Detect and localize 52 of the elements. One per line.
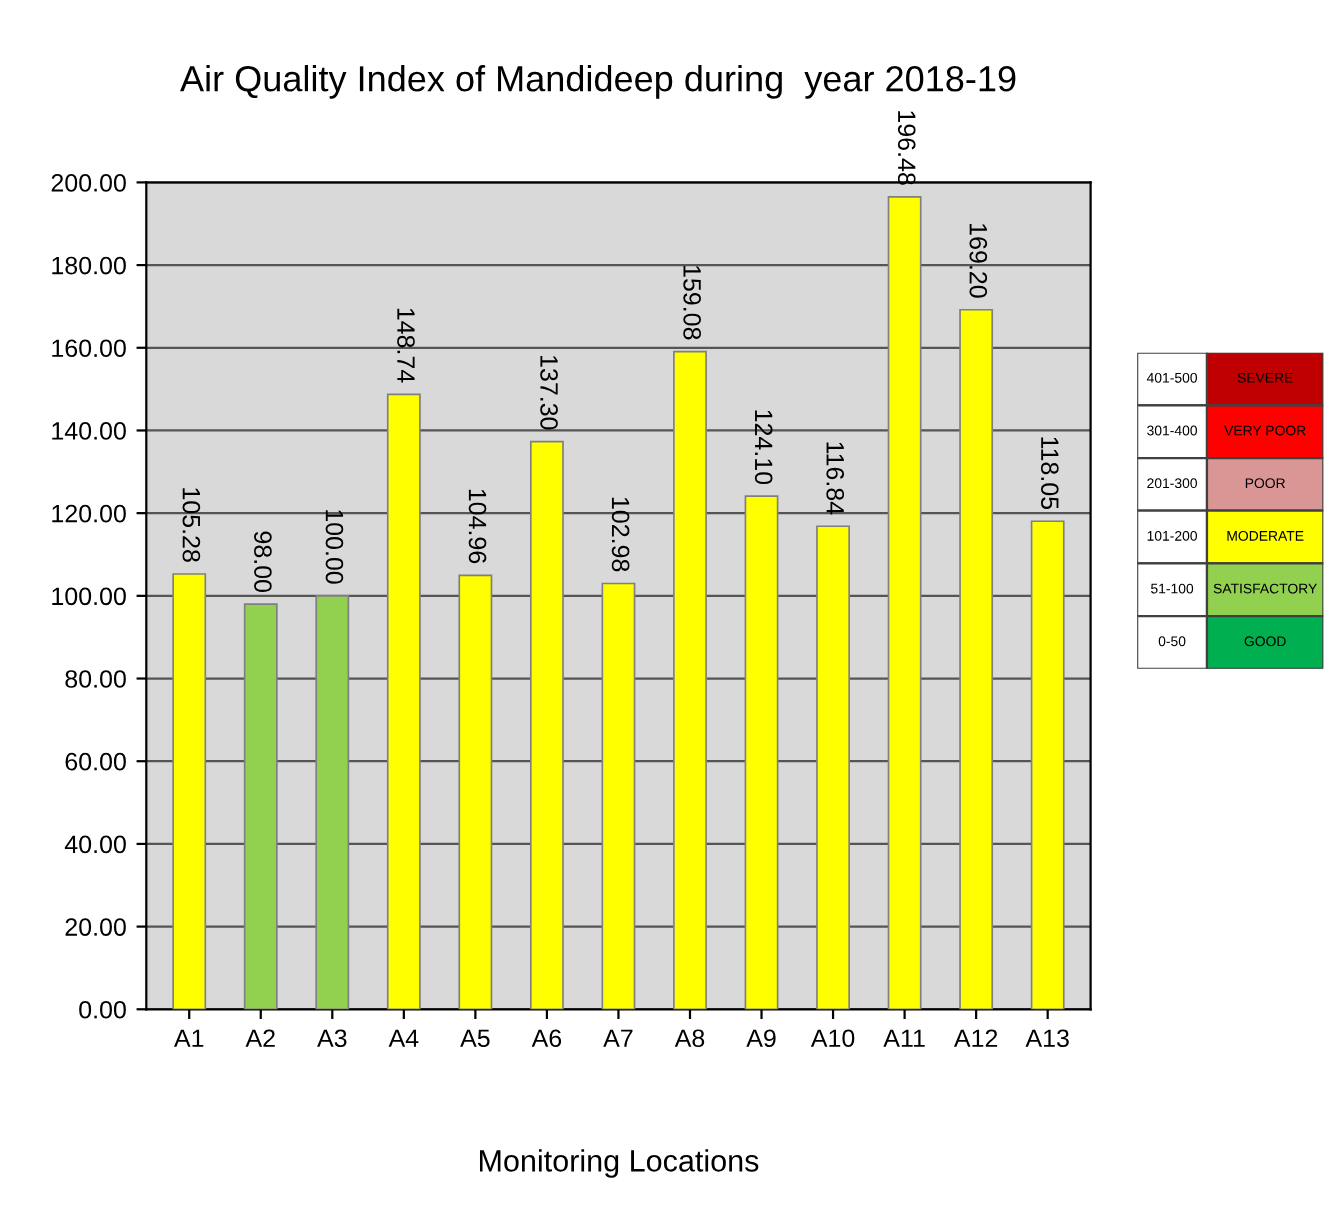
y-tick-label: 20.00 (65, 918, 126, 936)
x-tick-label: A1 (173, 1029, 204, 1047)
data-label: 116.84 (826, 442, 845, 515)
data-label: 148.74 (397, 308, 415, 383)
y-tick-label: 40.00 (64, 835, 126, 854)
chart-title: Air Quality Index of Mandideep during year 2018-19 (180, 65, 1016, 99)
bar (458, 574, 493, 1010)
bar (243, 603, 278, 1010)
bar (172, 573, 207, 1010)
y-tick-label: 100.00 (52, 587, 126, 606)
x-tick-label: A4 (388, 1029, 419, 1047)
data-label: 196.48 (897, 111, 916, 185)
bar (816, 525, 850, 1010)
bar (529, 440, 564, 1010)
bar (744, 495, 779, 1010)
y-tick-label: 0.00 (79, 1000, 126, 1019)
x-tick-label: A6 (531, 1029, 562, 1048)
data-label: 98.00 (254, 531, 272, 593)
y-tick-label: 140.00 (52, 422, 126, 440)
bar (315, 595, 350, 1010)
x-tick-label: A5 (460, 1029, 490, 1048)
data-label: 169.20 (969, 224, 988, 298)
x-tick-label: A9 (746, 1029, 776, 1048)
x-tick-label: A12 (953, 1029, 998, 1047)
y-tick-label: 160.00 (52, 339, 126, 358)
data-label: 100.00 (325, 510, 344, 584)
y-tick-label: 200.00 (51, 174, 126, 192)
data-label: 104.96 (468, 489, 487, 564)
bar (887, 196, 922, 1010)
data-label: 102.98 (611, 497, 630, 572)
y-tick-label: 80.00 (65, 670, 126, 688)
x-tick-label: A11 (883, 1029, 925, 1047)
data-label: 159.08 (683, 265, 701, 340)
y-tick-label: 60.00 (65, 752, 126, 771)
bar (386, 393, 421, 1010)
data-label: 124.10 (754, 410, 773, 485)
data-label: 105.28 (182, 488, 201, 562)
x-axis-title: Monitoring Locations (479, 1149, 759, 1178)
x-tick-label: A2 (245, 1029, 275, 1047)
y-tick-label: 120.00 (52, 504, 126, 523)
y-tick-label: 180.00 (52, 256, 126, 275)
x-tick-label: A3 (317, 1029, 347, 1048)
bar (1030, 520, 1065, 1010)
x-tick-label: A13 (1025, 1029, 1069, 1048)
bar (601, 582, 636, 1010)
bar (959, 308, 994, 1010)
data-label: 137.30 (540, 355, 558, 430)
x-tick-label: A7 (603, 1029, 633, 1047)
x-tick-label: A8 (674, 1029, 705, 1048)
x-tick-label: A10 (810, 1029, 855, 1048)
bar (673, 350, 707, 1010)
data-label: 118.05 (1040, 437, 1059, 510)
